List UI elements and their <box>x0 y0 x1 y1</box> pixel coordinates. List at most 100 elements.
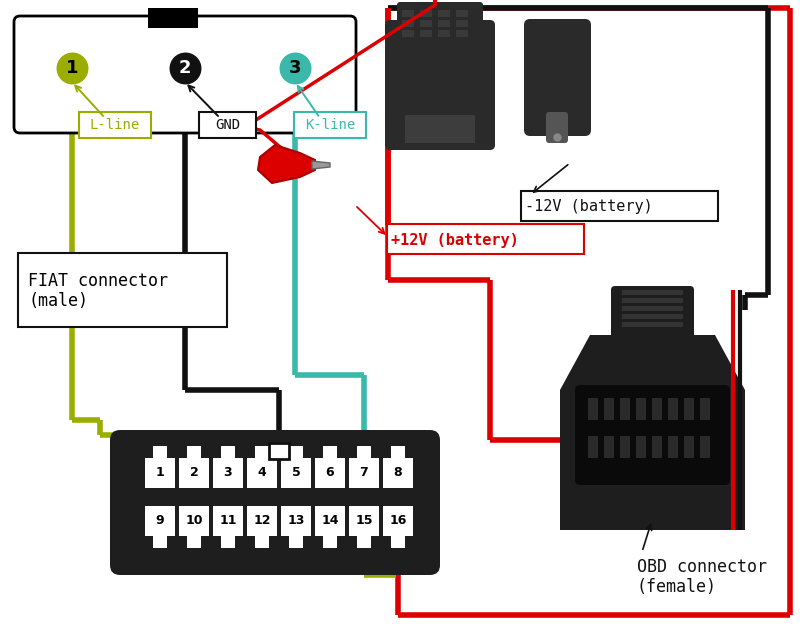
Polygon shape <box>560 335 745 530</box>
Polygon shape <box>312 161 330 169</box>
Text: 2: 2 <box>178 59 191 77</box>
Bar <box>179 506 209 536</box>
Bar <box>323 536 337 548</box>
Bar <box>604 436 614 458</box>
Bar <box>456 10 468 17</box>
Text: FIAT connector: FIAT connector <box>28 272 168 290</box>
Text: 3: 3 <box>289 59 302 77</box>
Bar <box>179 458 209 488</box>
Bar <box>187 446 201 459</box>
Text: 11: 11 <box>219 514 237 528</box>
Bar <box>622 314 683 319</box>
Bar <box>438 20 450 27</box>
Bar <box>269 443 289 459</box>
Bar <box>145 506 175 536</box>
Bar <box>604 398 614 420</box>
FancyBboxPatch shape <box>110 430 440 575</box>
Text: 16: 16 <box>390 514 406 528</box>
FancyBboxPatch shape <box>611 286 694 349</box>
Bar <box>281 506 311 536</box>
FancyBboxPatch shape <box>397 2 483 38</box>
Bar <box>700 436 710 458</box>
Bar <box>456 30 468 37</box>
Bar <box>323 446 337 459</box>
Bar <box>438 30 450 37</box>
Bar <box>684 436 694 458</box>
Bar <box>402 30 414 37</box>
Polygon shape <box>258 145 315 183</box>
Bar <box>652 398 662 420</box>
Bar <box>588 436 598 458</box>
Text: (male): (male) <box>28 292 88 310</box>
Text: 3: 3 <box>224 466 232 479</box>
FancyBboxPatch shape <box>575 385 730 485</box>
Bar <box>315 458 345 488</box>
Bar <box>700 398 710 420</box>
Bar <box>383 506 413 536</box>
Text: 15: 15 <box>355 514 373 528</box>
Bar <box>402 20 414 27</box>
Bar <box>405 115 475 143</box>
FancyBboxPatch shape <box>387 224 584 254</box>
Bar <box>153 536 167 548</box>
Text: 10: 10 <box>186 514 202 528</box>
FancyBboxPatch shape <box>199 112 256 138</box>
FancyBboxPatch shape <box>385 20 495 150</box>
Bar <box>456 20 468 27</box>
Bar <box>255 446 269 459</box>
Bar <box>255 536 269 548</box>
Bar <box>383 458 413 488</box>
Bar <box>620 398 630 420</box>
Bar <box>221 536 235 548</box>
Text: -12V (battery): -12V (battery) <box>525 199 653 213</box>
Bar <box>620 436 630 458</box>
Bar <box>289 536 303 548</box>
FancyBboxPatch shape <box>79 112 151 138</box>
FancyBboxPatch shape <box>294 112 366 138</box>
Bar <box>148 8 198 28</box>
Bar <box>349 506 379 536</box>
Bar <box>391 536 405 548</box>
Text: L-line: L-line <box>90 118 140 132</box>
Text: 2: 2 <box>190 466 198 479</box>
Bar <box>588 398 598 420</box>
Text: 12: 12 <box>254 514 270 528</box>
Bar <box>684 398 694 420</box>
Text: K-line: K-line <box>305 118 355 132</box>
FancyBboxPatch shape <box>546 112 568 143</box>
Bar <box>153 446 167 459</box>
Text: 5: 5 <box>292 466 300 479</box>
Bar <box>289 446 303 459</box>
Text: 8: 8 <box>394 466 402 479</box>
Bar <box>221 446 235 459</box>
Bar <box>357 536 371 548</box>
Bar <box>315 506 345 536</box>
Bar <box>402 10 414 17</box>
Text: GND: GND <box>215 118 241 132</box>
FancyBboxPatch shape <box>524 19 591 136</box>
Text: 1: 1 <box>156 466 164 479</box>
Text: +12V (battery): +12V (battery) <box>391 233 518 247</box>
FancyBboxPatch shape <box>14 16 356 133</box>
Bar <box>420 30 432 37</box>
FancyBboxPatch shape <box>521 191 718 221</box>
Bar <box>247 506 277 536</box>
Bar <box>213 506 243 536</box>
Bar <box>668 398 678 420</box>
Bar <box>622 298 683 303</box>
Text: 14: 14 <box>322 514 338 528</box>
Bar <box>420 10 432 17</box>
Text: 13: 13 <box>287 514 305 528</box>
Bar <box>281 458 311 488</box>
Bar <box>420 20 432 27</box>
Bar <box>349 458 379 488</box>
Text: (female): (female) <box>637 578 717 596</box>
Bar <box>668 436 678 458</box>
Bar <box>391 446 405 459</box>
Bar <box>652 436 662 458</box>
Bar <box>622 306 683 311</box>
Text: 4: 4 <box>258 466 266 479</box>
Text: 7: 7 <box>360 466 368 479</box>
Bar <box>213 458 243 488</box>
Bar <box>247 458 277 488</box>
